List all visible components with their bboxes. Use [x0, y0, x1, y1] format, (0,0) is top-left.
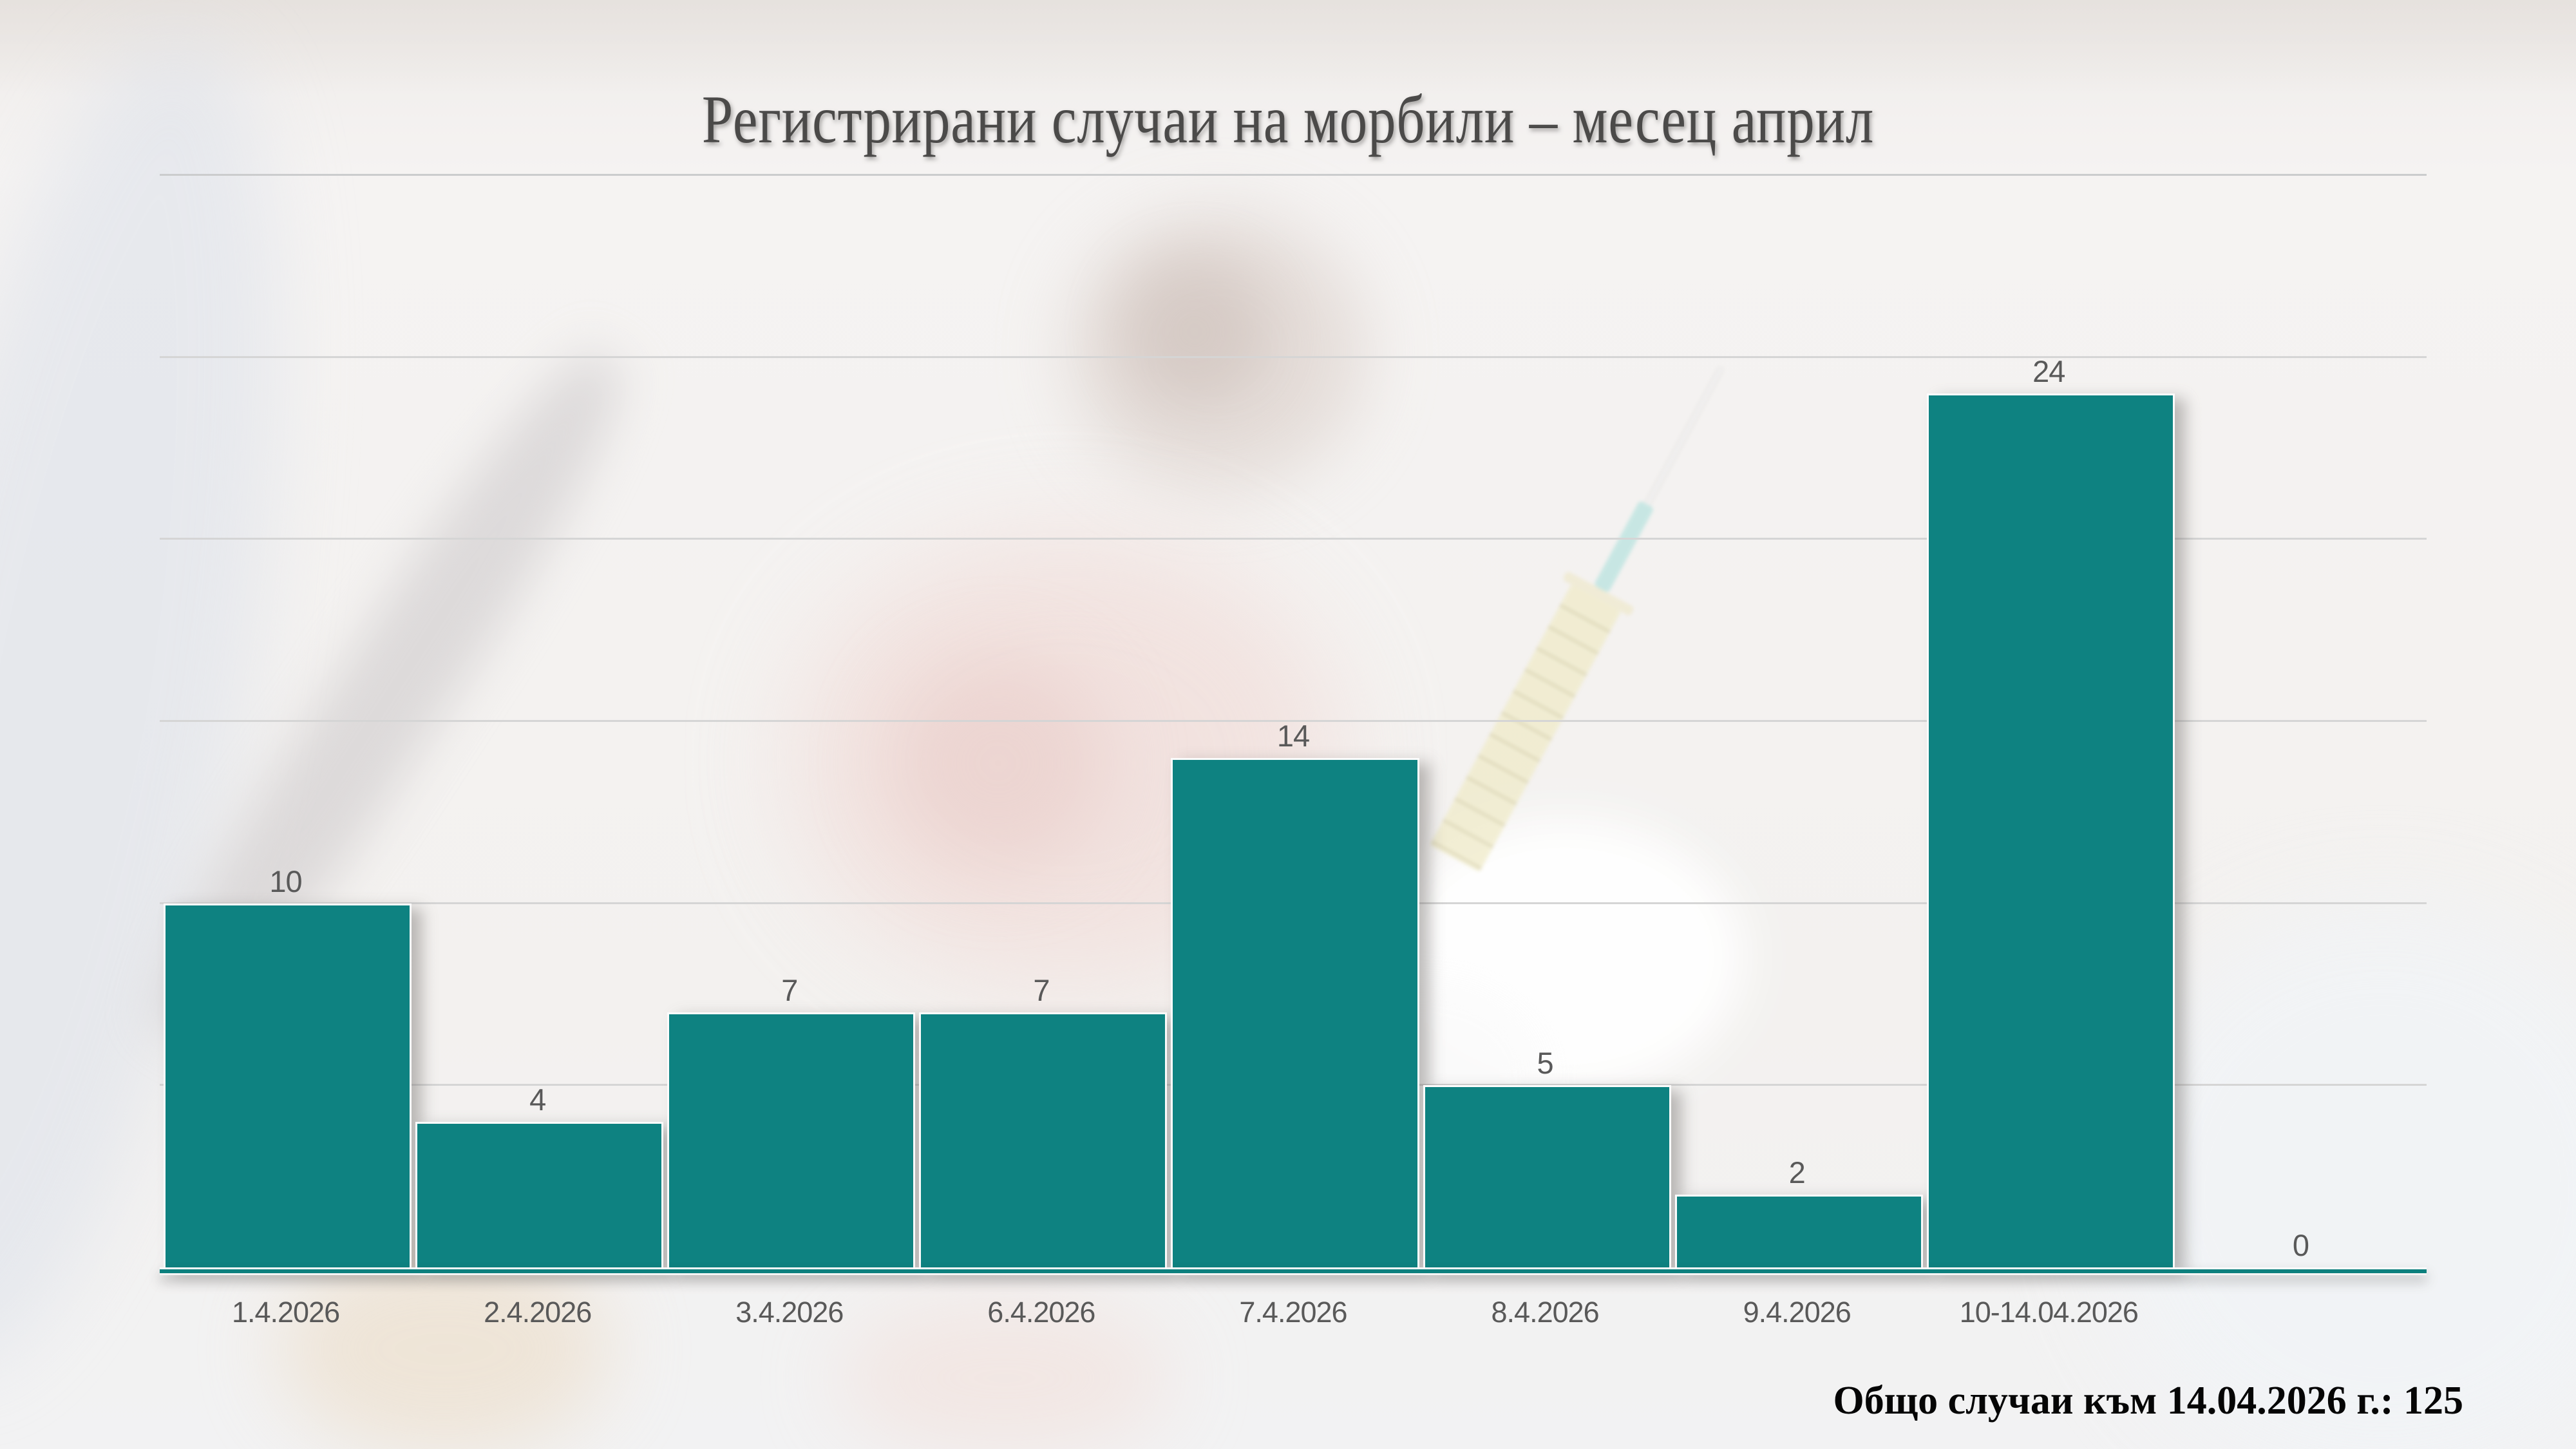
gridline — [160, 720, 2427, 722]
bar-value-label: 5 — [1537, 1046, 1554, 1081]
bar-value-label: 24 — [2032, 354, 2065, 389]
bar-value-label: 14 — [1276, 718, 1310, 753]
bar-value-label: 7 — [1033, 973, 1050, 1008]
x-axis-label — [2162, 1296, 2439, 1332]
bar — [415, 1121, 664, 1269]
photo-child-face — [1121, 258, 1269, 406]
x-axis-label: 7.4.2026 — [1239, 1296, 1347, 1329]
x-axis-label: 10-14.04.2026 — [1959, 1296, 2139, 1329]
x-axis-label: 2.4.2026 — [484, 1296, 592, 1329]
photo-skin-tone — [277, 1243, 612, 1449]
photo-skin-tone-2 — [837, 1301, 1172, 1449]
bar — [667, 1012, 916, 1269]
x-axis-label: 9.4.2026 — [1743, 1296, 1852, 1329]
bar — [1926, 393, 2175, 1269]
x-axis-label: 1.4.2026 — [231, 1296, 340, 1329]
bar — [1423, 1085, 1671, 1269]
photo-top-shade — [0, 0, 2576, 97]
gridline — [160, 538, 2427, 540]
photo-child-head — [1069, 213, 1365, 489]
bar — [1674, 1194, 1923, 1269]
bar — [1171, 757, 1419, 1269]
gridline — [160, 174, 2427, 176]
bar-value-label: 4 — [529, 1082, 546, 1117]
x-axis-label: 3.4.2026 — [735, 1296, 844, 1329]
bar — [919, 1012, 1168, 1269]
chart-title: Регистрирани случаи на морбили – месец а… — [701, 82, 1875, 157]
x-axis-label: 6.4.2026 — [987, 1296, 1095, 1329]
photo-clothing-red — [889, 657, 1108, 869]
bar-value-label: 7 — [781, 973, 798, 1008]
x-axis-line — [160, 1267, 2427, 1275]
bar — [164, 903, 412, 1269]
x-axis-label: 8.4.2026 — [1491, 1296, 1600, 1329]
bar-value-label: 0 — [2292, 1228, 2309, 1262]
bar-value-label: 2 — [1788, 1155, 1806, 1189]
gridline — [160, 355, 2427, 358]
total-cases-note: Общо случаи към 14.04.2026 г.: 125 — [1833, 1379, 2463, 1423]
bar-value-label: 10 — [269, 864, 302, 898]
